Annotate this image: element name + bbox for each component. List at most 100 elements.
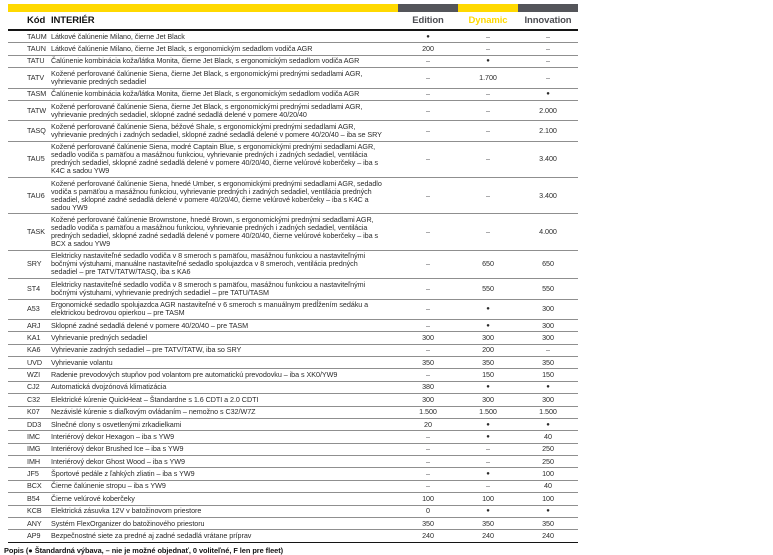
option-description: Systém FlexOrganizer do batožinového pri… xyxy=(51,518,205,528)
table-row: SRY Elektricky nastaviteľné sedadlo vodi… xyxy=(8,251,578,280)
edition-value: 20 xyxy=(424,419,432,429)
table-row: IMG Interiérový dekor Brushed Ice – iba … xyxy=(8,444,578,456)
innovation-value: 240 xyxy=(542,530,554,540)
table-row: TAU5 Kožené perforované čalúnenie Siena,… xyxy=(8,142,578,178)
option-code: ANY xyxy=(27,518,42,528)
innovation-value: ● xyxy=(546,421,550,428)
innovation-value: ● xyxy=(546,508,550,515)
option-code: A53 xyxy=(27,304,40,314)
table-row: IMC Interiérový dekor Hexagon – iba s YW… xyxy=(8,431,578,444)
dynamic-value: ● xyxy=(486,384,490,391)
dynamic-value: ● xyxy=(486,508,490,515)
table-row: JF5 Športové pedále z ľahkých zliatin – … xyxy=(8,468,578,481)
column-header-dynamic: Dynamic xyxy=(468,15,508,26)
edition-value: 350 xyxy=(422,518,434,528)
innovation-value: 1.500 xyxy=(539,407,557,417)
option-description: Športové pedále z ľahkých zliatin – iba … xyxy=(51,469,195,479)
option-code: UVD xyxy=(27,357,43,367)
option-code: CJ2 xyxy=(27,382,40,392)
option-description: Látkové čalúnenie Milano, čierne Jet Bla… xyxy=(51,44,313,54)
section-title: INTERIÉR xyxy=(51,15,95,26)
table-row: IMH Interiérový dekor Ghost Wood – iba s… xyxy=(8,456,578,469)
dynamic-value: 300 xyxy=(482,332,494,342)
option-description: Kožené perforované čalúnenie Siena, čier… xyxy=(51,68,363,86)
edition-value: 380 xyxy=(422,382,434,392)
option-code: ARJ xyxy=(27,320,41,330)
edition-value: – xyxy=(426,345,430,355)
dynamic-value: 150 xyxy=(482,370,494,380)
option-description: Čalúnenie kombinácia koža/látka Monita, … xyxy=(51,89,360,99)
dynamic-value: – xyxy=(486,89,490,99)
dynamic-value: 200 xyxy=(482,345,494,355)
option-code: TAU6 xyxy=(27,190,45,200)
option-code: AP9 xyxy=(27,530,41,540)
option-description: Nezávislé kúrenie s diaľkovým ovládaním … xyxy=(51,407,256,417)
dynamic-value: 100 xyxy=(482,493,494,503)
option-code: IMH xyxy=(27,456,41,466)
option-description: Elektricky nastaviteľné sedadlo vodiča v… xyxy=(51,279,366,297)
innovation-value: ● xyxy=(546,384,550,391)
innovation-value: – xyxy=(546,345,550,355)
table-row: A53 Ergonomické sedadlo spolujazdca AGR … xyxy=(8,300,578,320)
edition-value: – xyxy=(426,190,430,200)
table-row: TASM Čalúnenie kombinácia koža/látka Mon… xyxy=(8,89,578,101)
table-row: KCB Elektrická zásuvka 12V v batožinovom… xyxy=(8,506,578,518)
dynamic-value: – xyxy=(486,456,490,466)
option-description: Bezpečnostné siete za predné aj zadné se… xyxy=(51,530,252,540)
innovation-value: 650 xyxy=(542,259,554,269)
innovation-value: 250 xyxy=(542,456,554,466)
dynamic-value: 650 xyxy=(482,259,494,269)
table-row: B54 Čierne velúrové koberčeky 100 100 10… xyxy=(8,493,578,506)
table-row: UVD Vyhrievanie volantu 350 350 350 xyxy=(8,357,578,370)
innovation-value: – xyxy=(546,44,550,54)
table-row: TAUM Látkové čalúnenie Milano, čierne Je… xyxy=(8,31,578,44)
edition-value: – xyxy=(426,154,430,164)
option-description: Čierne velúrové koberčeky xyxy=(51,493,135,503)
edition-value: – xyxy=(426,56,430,66)
dynamic-value: – xyxy=(486,105,490,115)
innovation-value: 350 xyxy=(542,518,554,528)
innovation-value: 150 xyxy=(542,370,554,380)
table-row: DD3 Slnečné clony s osvetlenými zrkadiel… xyxy=(8,419,578,432)
column-header-edition: Edition xyxy=(412,15,444,26)
dynamic-value: ● xyxy=(486,471,490,478)
option-code: SRY xyxy=(27,259,42,269)
dynamic-value: – xyxy=(486,444,490,454)
innovation-value: 40 xyxy=(544,431,552,441)
option-code: IMC xyxy=(27,431,41,441)
option-description: Čalúnenie kombinácia koža/látka Monita, … xyxy=(51,56,360,66)
table-row: ARJ Sklopné zadné sedadlá delené v pomer… xyxy=(8,320,578,333)
innovation-value: 250 xyxy=(542,444,554,454)
table-row: TASK Kožené perforované čalúnenie Browns… xyxy=(8,214,578,251)
innovation-value: 300 xyxy=(542,332,554,342)
option-description: Interiérový dekor Hexagon – iba s YW9 xyxy=(51,431,175,441)
option-description: Slnečné clony s osvetlenými zrkadielkami xyxy=(51,419,182,429)
edition-value: – xyxy=(426,259,430,269)
edition-value: – xyxy=(426,444,430,454)
option-description: Vyhrievanie volantu xyxy=(51,357,113,367)
innovation-value: 100 xyxy=(542,469,554,479)
option-description: Elektrická zásuvka 12V v batožinovom pri… xyxy=(51,506,202,516)
innovation-value: 300 xyxy=(542,394,554,404)
innovation-value: 550 xyxy=(542,283,554,293)
code-column-header: Kód xyxy=(27,15,46,26)
innovation-value: 100 xyxy=(542,493,554,503)
dynamic-value: 350 xyxy=(482,518,494,528)
option-code: BCX xyxy=(27,481,42,491)
dynamic-value: – xyxy=(486,31,490,41)
table-row: ST4 Elektricky nastaviteľné sedadlo vodi… xyxy=(8,279,578,300)
dynamic-value: ● xyxy=(486,421,490,428)
table-row: K07 Nezávislé kúrenie s diaľkovým ovláda… xyxy=(8,407,578,419)
option-code: TAU5 xyxy=(27,154,45,164)
option-code: TAUM xyxy=(27,31,47,41)
option-code: TATU xyxy=(27,56,45,66)
innovation-value: 350 xyxy=(542,357,554,367)
edition-value: 350 xyxy=(422,357,434,367)
table-row: TATU Čalúnenie kombinácia koža/látka Mon… xyxy=(8,56,578,69)
innovation-value: 3.400 xyxy=(539,154,557,164)
legend-text: Popis (● Štandardná výbava, – nie je mož… xyxy=(4,545,284,555)
table-row: C32 Elektrické kúrenie QuickHeat – Štand… xyxy=(8,394,578,407)
dynamic-value: 550 xyxy=(482,283,494,293)
option-code: IMG xyxy=(27,444,41,454)
option-description: Kožené perforované čalúnenie Siena, hned… xyxy=(51,178,382,212)
